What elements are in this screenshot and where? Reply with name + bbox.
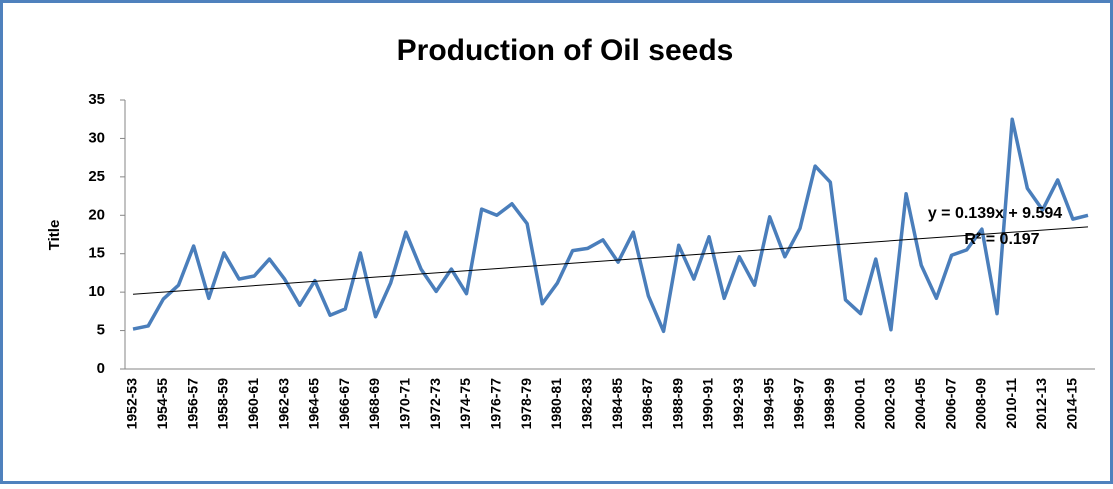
x-tick-label: 2004-05	[912, 378, 928, 430]
x-tick-label: 2008-09	[973, 378, 989, 430]
x-tick-label: 1994-95	[760, 378, 776, 430]
x-tick-label: 1966-67	[336, 378, 352, 430]
x-tick-label: 2014-15	[1064, 378, 1080, 430]
y-tick-label: 25	[88, 168, 105, 185]
y-tick-label: 15	[88, 245, 105, 262]
trendline	[132, 226, 1089, 295]
x-tick-label: 1974-75	[457, 378, 473, 430]
y-tick-label: 0	[97, 360, 105, 377]
chart-title: Production of Oil seeds	[397, 34, 734, 67]
x-tick-label: 1970-71	[397, 378, 413, 430]
x-tick-label: 1984-85	[609, 378, 625, 430]
x-tick-label: 1986-87	[639, 378, 655, 430]
data-line	[132, 117, 1089, 334]
x-tick-label: 2010-11	[1003, 378, 1019, 429]
trendline-equation: y = 0.139x + 9.594	[928, 205, 1062, 222]
y-axis-label: Title	[46, 220, 63, 251]
x-tick-label: 1978-79	[518, 378, 534, 430]
x-tick-label: 2006-07	[942, 378, 958, 430]
x-tick-label: 1996-97	[791, 378, 807, 430]
x-tick-label: 1954-55	[154, 378, 170, 430]
x-tick-label: 1964-65	[306, 378, 322, 430]
x-tick-label: 1972-73	[427, 378, 443, 430]
x-tick-label: 1988-89	[669, 378, 685, 430]
x-tick-label: 1990-91	[700, 378, 716, 430]
x-tick-label: 2000-01	[851, 378, 867, 430]
x-tick-label: 1952-53	[124, 378, 140, 430]
y-tick-label: 35	[88, 91, 105, 108]
x-tick-label: 1976-77	[488, 378, 504, 430]
x-tick-label: 2012-13	[1033, 378, 1049, 430]
y-tick-label: 20	[88, 206, 105, 223]
x-tick-label: 1968-69	[366, 378, 382, 430]
x-tick-label: 1962-63	[275, 378, 291, 430]
y-tick-label: 10	[88, 283, 105, 300]
x-tick-label: 1982-83	[578, 378, 594, 430]
x-tick-label: 1960-61	[245, 378, 261, 430]
trendline-r2: R² = 0.197	[964, 231, 1039, 248]
x-tick-label: 1992-93	[730, 378, 746, 430]
y-tick-label: 5	[97, 322, 105, 339]
x-tick-label: 1980-81	[548, 378, 564, 430]
x-tick-label: 1998-99	[821, 378, 837, 430]
y-tick-label: 30	[88, 129, 105, 146]
x-tick-label: 1958-59	[215, 378, 231, 430]
x-tick-label: 1956-57	[184, 378, 200, 430]
x-tick-label: 2002-03	[882, 378, 898, 430]
